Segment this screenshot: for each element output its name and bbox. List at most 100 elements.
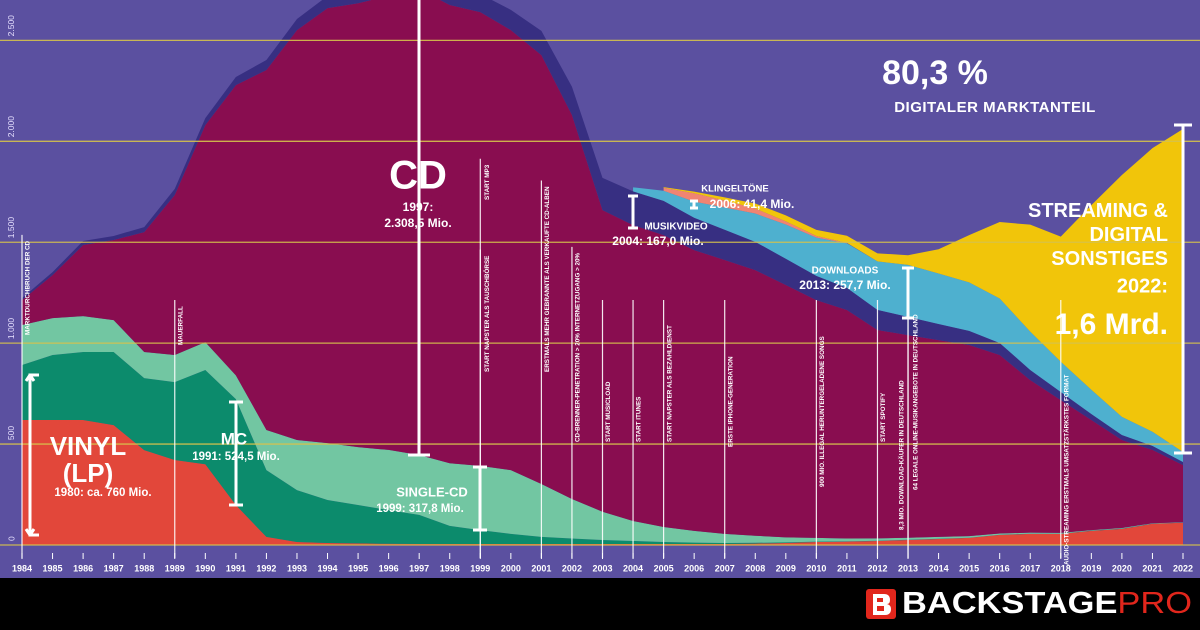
series-name: MC (221, 429, 247, 448)
event-label: START MUSICLOAD (605, 381, 612, 442)
event-label: MARKTDURCHBRUCH DER CD (25, 240, 32, 335)
series-name: KLINGELTÖNE (701, 184, 768, 195)
event-label: ERSTE IPHONE-GENERATION (727, 356, 734, 447)
area (633, 187, 1183, 463)
x-tick-label: 1987 (104, 563, 124, 573)
value-bracket (408, 0, 430, 457)
y-tick-label: 0 (6, 536, 16, 541)
x-tick-label: 2000 (501, 563, 521, 573)
event-label: START NAPSTER ALS TAUSCHBÖRSE (482, 256, 491, 372)
series-label: 2013: 257,7 Mio. (799, 278, 890, 292)
headline: 80,3 % (882, 54, 988, 92)
x-tick-label: 2014 (929, 563, 949, 573)
x-tick-label: 1991 (226, 563, 246, 573)
value-bracket (902, 266, 914, 320)
x-tick-label: 2022 (1173, 563, 1193, 573)
logo-glyph (873, 594, 891, 615)
value-bracket (473, 465, 487, 532)
area (663, 128, 1183, 452)
value-bracket (690, 199, 698, 210)
x-tick-label: 2001 (531, 563, 551, 573)
area (22, 420, 1183, 545)
x-tick-label: 1989 (165, 563, 185, 573)
x-tick-label: 2009 (776, 563, 796, 573)
x-tick-label: 1999 (470, 563, 490, 573)
x-tick-label: 2013 (898, 563, 918, 573)
x-tick-label: 2007 (715, 563, 735, 573)
x-tick-label: 2003 (592, 563, 612, 573)
series-name: VINYL (LP) (50, 431, 127, 488)
x-tick-label: 1985 (43, 563, 63, 573)
x-tick-label: 1997 (409, 563, 429, 573)
x-tick-label: 1990 (195, 563, 215, 573)
event-label: CD-BRENNER-PENETRATION > 20% INTERNETZUG… (575, 252, 582, 442)
x-tick-label: 2002 (562, 563, 582, 573)
logo-text: BACKSTAGE PRO (902, 585, 1192, 620)
x-tick-label: 2019 (1081, 563, 1101, 573)
series-name: DOWNLOADS (812, 266, 879, 277)
y-tick-label: 1.500 (6, 217, 16, 239)
x-tick-label: 2015 (959, 563, 979, 573)
x-tick-label: 2018 (1051, 563, 1071, 573)
series-label: 2022: (1117, 275, 1168, 297)
series-label: 1980: ca. 760 Mio. (54, 487, 151, 499)
overlay: 0 500 1.000 1.500 2.000 2.500 1984 1985 1986 1987… (0, 0, 1200, 573)
event-label: ERSTMALS MEHR GEBRANNTE ALS VERKAUFTE CD… (544, 186, 551, 372)
x-tick-label: 1996 (379, 563, 399, 573)
value-bracket (1174, 123, 1192, 455)
x-tick-label: 2010 (806, 563, 826, 573)
event-label: 900 MIO. ILLEGAL HERUNTERGELADENE SONGS (819, 336, 826, 487)
x-tick-label: 2020 (1112, 563, 1132, 573)
event-label: 8,3 MIO. DOWNLOAD-KÄUFER IN DEUTSCHLAND (898, 380, 906, 530)
x-tick-label: 2017 (1020, 563, 1040, 573)
event-label: START SPOTIFY (880, 392, 887, 442)
event-label: START MP3 (484, 164, 491, 200)
logo: BACKSTAGE PRO (866, 585, 1192, 620)
event-label: 64 LEGALE ONLINE-MUSIKANGEBOTE IN DEUTSC… (913, 314, 920, 490)
x-tick-label: 1994 (318, 563, 338, 573)
series-name: SINGLE-CD (396, 484, 468, 499)
x-tick-label: 2012 (867, 563, 887, 573)
footer-bar (0, 578, 1200, 630)
area (663, 187, 847, 244)
y-tick-label: 500 (6, 426, 16, 440)
series-name: MUSIKVIDEO (644, 222, 708, 233)
area (22, 316, 1183, 543)
event-label: START NAPSTER ALS BEZAHLDIENST (666, 325, 673, 442)
x-tick-label: 2011 (837, 563, 857, 573)
y-tick-label: 2.500 (6, 15, 16, 37)
x-tick-label: 2006 (684, 563, 704, 573)
x-tick-label: 1986 (73, 563, 93, 573)
x-tick-label: 1984 (12, 563, 32, 573)
x-tick-label: 2005 (654, 563, 674, 573)
subheadline: DIGITALER MARKTANTEIL (894, 99, 1096, 116)
event-label: MAUERFALL (177, 306, 184, 345)
x-tick-label: 1993 (287, 563, 307, 573)
brand: BACKSTAGE (902, 585, 1117, 620)
area (22, 352, 1183, 544)
series-label: 2006: 41,4 Mio. (710, 197, 795, 211)
series-name: STREAMING & DIGITAL SONSTIGES (1028, 200, 1168, 270)
x-tick-label: 1998 (440, 563, 460, 573)
x-tick-label: 1988 (134, 563, 154, 573)
y-tick-label: 1.000 (6, 318, 16, 340)
x-tick-label: 1995 (348, 563, 368, 573)
value-bracket (229, 400, 243, 507)
series-label: 1999: 317,8 Mio. (376, 503, 464, 515)
series-highlight: 1,6 Mrd. (1055, 308, 1168, 341)
areas (22, 0, 1183, 545)
x-tick-label: 2021 (1142, 563, 1162, 573)
y-tick-label: 2.000 (6, 116, 16, 138)
value-bracket (628, 194, 638, 230)
x-tick-label: 1992 (256, 563, 276, 573)
x-tick-label: 2004 (623, 563, 643, 573)
event-label: AUDIO-STREAMING ERSTMALS UMSATZSTÄRKSTES… (1062, 374, 1070, 565)
x-tick-label: 2008 (745, 563, 765, 573)
brand-suffix: PRO (1117, 585, 1192, 620)
series-label: 2004: 167,0 Mio. (612, 234, 703, 248)
event-label: START ITUNES (636, 397, 643, 442)
area (22, 0, 1183, 539)
value-bracket (24, 373, 39, 537)
